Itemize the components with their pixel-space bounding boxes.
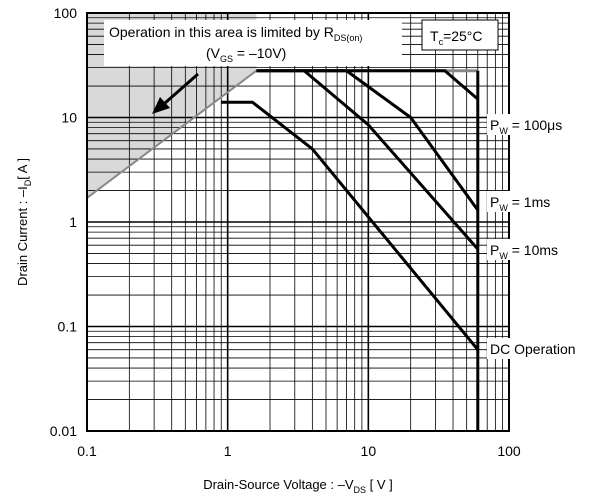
y-tick-label: 0.1 [58, 319, 78, 335]
condition-box [421, 19, 499, 51]
plot-frame [86, 12, 510, 432]
series-line-2 [256, 69, 479, 251]
x-tick-label: 1 [224, 443, 232, 459]
rdson-limit-line [87, 69, 257, 199]
series-label-bg [487, 338, 597, 359]
series-line-1 [304, 69, 480, 211]
annotation-box [104, 20, 402, 66]
y-tick-label: 1 [69, 214, 77, 230]
annotation-arrow [152, 72, 199, 114]
x-tick-label: 10 [361, 443, 377, 459]
series-label-1: PW = 1ms [490, 194, 550, 213]
y-tick-label: 100 [54, 5, 78, 21]
y-tick-label: 0.01 [50, 423, 77, 439]
annotation-line1: Operation in this area is limited by RDS… [109, 24, 362, 43]
x-axis-title: Drain-Source Voltage : –VDS [ V ] [203, 477, 393, 495]
annotation-line2: (VGS = –10V) [206, 45, 286, 64]
condition-label: Tc=25°C [430, 28, 483, 47]
series-label-bg [487, 239, 597, 260]
y-axis-title: Drain Current : –ID[ A ] [15, 158, 33, 286]
series-line-3 [221, 100, 479, 351]
series-label-bg [487, 114, 597, 135]
series-label-3: DC Operation [490, 341, 576, 357]
series-label-0: PW = 100μs [490, 117, 562, 136]
y-tick-label: 10 [61, 110, 77, 126]
series-label-2: PW = 10ms [490, 242, 558, 261]
x-tick-label: 0.1 [77, 443, 97, 459]
series-label-bg [487, 191, 597, 212]
x-tick-label: 100 [497, 443, 521, 459]
